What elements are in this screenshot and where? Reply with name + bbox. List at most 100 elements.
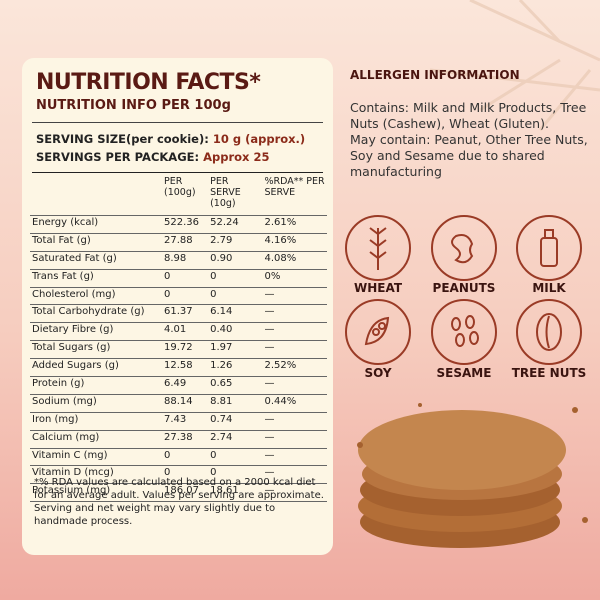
table-cell: 0	[208, 448, 263, 467]
table-cell: 0.65	[208, 376, 263, 395]
table-cell: 7.43	[162, 412, 209, 431]
separator	[32, 122, 323, 123]
table-cell: Protein (g)	[30, 376, 162, 395]
table-cell: Vitamin C (mg)	[30, 448, 162, 467]
table-cell: —	[262, 376, 327, 395]
nutrition-panel: NUTRITION FACTS* NUTRITION INFO PER 100g…	[22, 58, 333, 555]
table-row: Total Carbohydrate (g) 61.37 6.14—	[30, 304, 327, 324]
subtitle: NUTRITION INFO PER 100g	[36, 98, 231, 113]
table-cell: 522.36	[162, 215, 209, 234]
table-cell: 4.01	[162, 322, 209, 342]
table-cell: 6.49	[162, 376, 209, 395]
header-cell	[30, 175, 162, 216]
cookies	[357, 403, 588, 548]
contains: Contains: Milk and Milk Products, Tree N…	[350, 100, 587, 131]
footnote: *% RDA values are calculated based on a …	[34, 477, 324, 501]
table-cell: Potassium (mg)	[30, 483, 162, 503]
table-row: Total Sugars (g) 19.72 1.97—	[30, 340, 327, 360]
table-cell: 2.61%	[262, 215, 327, 234]
table-cell: 0.74	[208, 412, 263, 431]
palm-leaf	[429, 0, 600, 131]
table-cell: 0	[208, 465, 263, 485]
table-cell: 19.72	[162, 340, 209, 360]
allergen-label: TREE NUTS	[511, 366, 587, 380]
table-cell: 27.38	[162, 430, 209, 449]
table-cell: 0	[162, 448, 209, 467]
value: 10 g (approx.)	[212, 132, 306, 146]
table-row: Energy (kcal) 522.36 52.24 2.61%	[30, 215, 327, 234]
table-row: Vitamin C (mg) 0 0—	[30, 448, 327, 467]
table-cell: 0	[162, 465, 209, 485]
title: NUTRITION FACTS*	[36, 70, 261, 95]
table-cell: 6.14	[208, 304, 263, 324]
table-cell: 0	[162, 269, 209, 288]
table-cell: 0%	[262, 269, 327, 288]
table-row: Calcium (mg) 27.38 2.74—	[30, 430, 327, 449]
table-cell: Total Sugars (g)	[30, 340, 162, 360]
table-cell: Added Sugars (g)	[30, 358, 162, 378]
allergen-label: PEANUTS	[432, 281, 496, 295]
table-cell: 8.98	[162, 251, 209, 270]
table-cell: 18.61	[208, 483, 263, 503]
table-cell: 186.07	[162, 483, 209, 503]
allergen-label: WHEAT	[353, 281, 403, 295]
table-cell: —	[262, 412, 327, 431]
table-row: Sodium (mg) 88.14 8.81 0.44%	[30, 394, 327, 413]
footnotes: *% RDA values are calculated based on a …	[34, 476, 324, 528]
table-cell: Total Fat (g)	[30, 233, 162, 252]
table-row: Iron (mg) 7.43 0.74—	[30, 412, 327, 431]
header-row: PER (100g) PER SERVE (10g) %RDA** PER SERV…	[30, 175, 327, 216]
table-cell: Saturated Fat (g)	[30, 251, 162, 270]
table-cell: Total Carbohydrate (g)	[30, 304, 162, 324]
separator	[32, 172, 323, 173]
table-cell: —	[262, 322, 327, 342]
footnote: Serving and net weight may vary slightly…	[34, 503, 276, 527]
allergen-title: ALLERGEN INFORMATION	[350, 68, 520, 82]
table-cell: 2.74	[208, 430, 263, 449]
table-row: Saturated Fat (g) 8.98 0.90 4.08%	[30, 251, 327, 270]
table-cell: —	[262, 430, 327, 449]
table-cell: 27.88	[162, 233, 209, 252]
nutrition-table: PER (100g) PER SERVE (10g) %RDA** PER SERV…	[30, 175, 327, 503]
value: Approx 25	[203, 150, 270, 164]
table-cell: 0	[162, 287, 209, 306]
table-cell: 12.58	[162, 358, 209, 378]
table-cell: Trans Fat (g)	[30, 269, 162, 288]
table-cell: 0.90	[208, 251, 263, 270]
allergen-label: MILK	[532, 281, 566, 295]
table-cell: 0	[208, 287, 263, 306]
table-row: Dietary Fibre (g) 4.01 0.40—	[30, 322, 327, 342]
table-cell: —	[262, 448, 327, 467]
table-row: Vitamin D (mcg) 0 0—	[30, 465, 327, 485]
table-row: Protein (g) 6.49 0.65—	[30, 376, 327, 395]
may-contain: May contain: Peanut, Other Tree Nuts, So…	[350, 132, 588, 179]
servings-per-package: SERVINGS PER PACKAGE: Approx 25	[36, 150, 269, 164]
table-cell: 0.44%	[262, 394, 327, 413]
table-cell: —	[262, 465, 327, 485]
table-cell: 52.24	[208, 215, 263, 234]
table-row: Total Fat (g) 27.88 2.79 4.16%	[30, 233, 327, 252]
table-cell: 4.16%	[262, 233, 327, 252]
table-cell: —	[262, 304, 327, 324]
label: SERVINGS PER PACKAGE:	[36, 150, 200, 164]
header-cell: PER SERVE (10g)	[208, 175, 263, 216]
table-row: Potassium (mg) 186.07 18.61—	[30, 483, 327, 503]
table-cell: Iron (mg)	[30, 412, 162, 431]
table-cell: 1.26	[208, 358, 263, 378]
table-cell: Sodium (mg)	[30, 394, 162, 413]
table-cell: 1.97	[208, 340, 263, 360]
table-row: Cholesterol (mg) 0 0—	[30, 287, 327, 306]
table-cell: 88.14	[162, 394, 209, 413]
table-cell: 0	[208, 269, 263, 288]
table-cell: 2.79	[208, 233, 263, 252]
table-cell: 4.08%	[262, 251, 327, 270]
serving-size: SERVING SIZE(per cookie): 10 g (approx.)	[36, 132, 305, 146]
table-cell: —	[262, 483, 327, 503]
allergen-label: SESAME	[436, 366, 492, 380]
label: SERVING SIZE(per cookie):	[36, 132, 209, 146]
table-row: Added Sugars (g) 12.58 1.26 2.52%	[30, 358, 327, 378]
table-cell: —	[262, 340, 327, 360]
table-cell: Dietary Fibre (g)	[30, 322, 162, 342]
allergen-label: SOY	[364, 366, 392, 380]
